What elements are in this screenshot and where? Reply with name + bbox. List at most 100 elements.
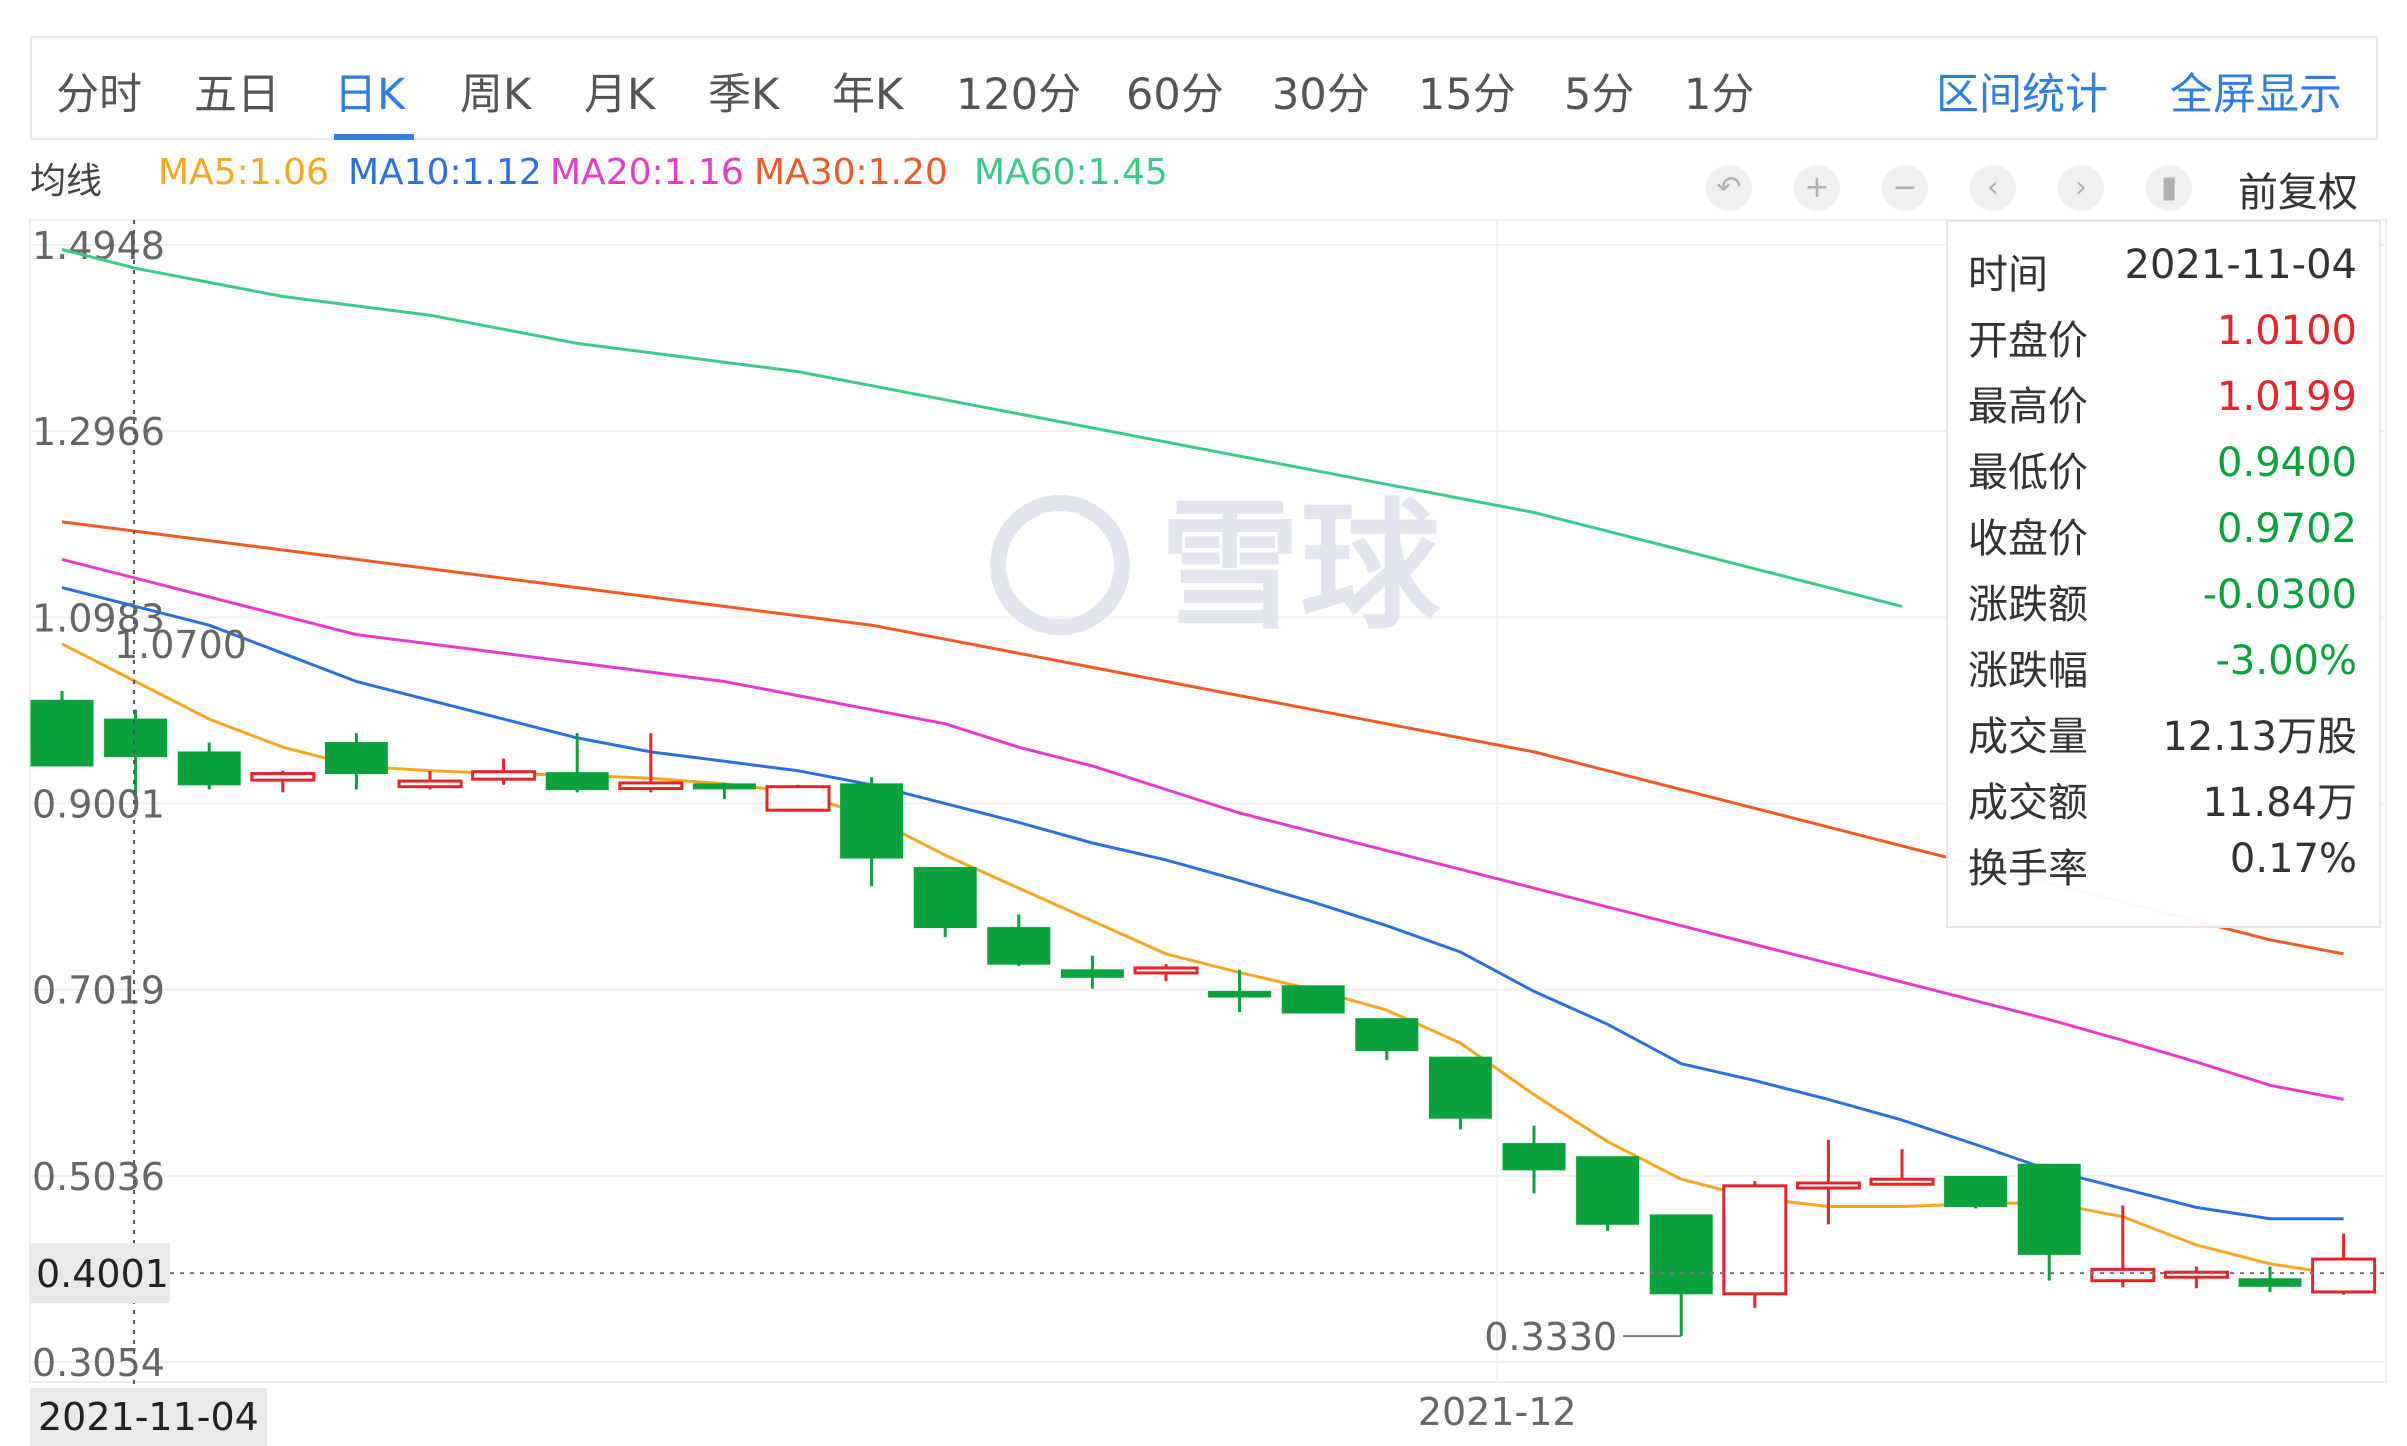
fullscreen-button[interactable]: 全屏显示 bbox=[2170, 70, 2342, 120]
tooltip-value: 1.0199 bbox=[2217, 374, 2357, 420]
candle-body-up bbox=[2311, 1257, 2377, 1294]
tooltip-value: 0.9702 bbox=[2217, 506, 2357, 552]
tab-quarterly-k[interactable]: 季K bbox=[708, 70, 780, 120]
tooltip-value: -0.0300 bbox=[2202, 572, 2357, 618]
tooltip-value: 2021-11-04 bbox=[2124, 242, 2357, 288]
x-tick-label: 2021-12 bbox=[1418, 1390, 1577, 1434]
y-tick-label: 1.0983 bbox=[32, 596, 165, 640]
tooltip-row: 成交额 11.84万 bbox=[1968, 770, 2357, 830]
tooltip-row: 时间 2021-11-04 bbox=[1968, 242, 2357, 302]
candle-body-down bbox=[840, 783, 904, 859]
tooltip-value: 11.84万 bbox=[2202, 780, 2357, 826]
candle-body-up bbox=[1722, 1184, 1788, 1296]
crosshair-date-label: 2021-11-04 bbox=[30, 1388, 267, 1446]
tooltip-key: 最低价 bbox=[1968, 450, 2088, 496]
tooltip-key: 最高价 bbox=[1968, 384, 2088, 430]
watermark-logo-icon bbox=[990, 495, 1130, 635]
low-price-annotation: 0.3330 bbox=[1484, 1315, 1617, 1359]
y-tick-label: 0.9001 bbox=[32, 783, 165, 827]
tab-daily-k[interactable]: 日K bbox=[334, 70, 406, 120]
ma-line-ma60 bbox=[61, 248, 1903, 608]
ma10-value: MA10:1.12 bbox=[348, 152, 542, 193]
candle-body-down bbox=[324, 742, 388, 775]
candle-body-up bbox=[250, 772, 316, 782]
tab-60min[interactable]: 60分 bbox=[1126, 70, 1224, 120]
candle-body-up bbox=[1869, 1177, 1935, 1186]
tab-intraday[interactable]: 分时 bbox=[56, 70, 142, 120]
tab-30min[interactable]: 30分 bbox=[1272, 70, 1370, 120]
tooltip-row: 涨跌幅 -3.00% bbox=[1968, 638, 2357, 698]
current-price-tag bbox=[30, 1243, 170, 1304]
candle-body-down bbox=[1355, 1018, 1419, 1052]
tooltip-value: 0.17% bbox=[2229, 836, 2357, 882]
tab-120min[interactable]: 120分 bbox=[956, 70, 1082, 120]
tab-five-day[interactable]: 五日 bbox=[194, 70, 280, 120]
watermark-text: 雪球 bbox=[1160, 486, 1441, 649]
tooltip-row: 最高价 1.0199 bbox=[1968, 374, 2357, 434]
candle-body-down bbox=[545, 772, 609, 791]
ma60-value: MA60:1.45 bbox=[974, 152, 1168, 193]
price-adjust-toggle[interactable]: 前复权 bbox=[2238, 170, 2358, 216]
tooltip-key: 涨跌幅 bbox=[1968, 648, 2088, 694]
tooltip-row: 最低价 0.9400 bbox=[1968, 440, 2357, 500]
ma20-value: MA20:1.16 bbox=[550, 152, 744, 193]
ma-legend-title: 均线 bbox=[30, 161, 103, 202]
tooltip-key: 收盘价 bbox=[1968, 516, 2088, 562]
candle-body-down bbox=[177, 751, 241, 786]
y-tick-label: 0.3054 bbox=[32, 1341, 165, 1385]
tooltip-key: 涨跌额 bbox=[1968, 582, 2088, 628]
y-tick-label: 0.5036 bbox=[32, 1155, 165, 1199]
candle-body-down bbox=[1428, 1056, 1492, 1119]
tooltip-key: 开盘价 bbox=[1968, 318, 2088, 364]
tooltip-row: 成交量 12.13万股 bbox=[1968, 704, 2357, 764]
candle-body-down bbox=[104, 718, 168, 758]
candle-body-up bbox=[2163, 1270, 2229, 1279]
current-price-label: 0.4001 bbox=[36, 1252, 169, 1296]
tooltip-row: 开盘价 1.0100 bbox=[1968, 308, 2357, 368]
tab-5min[interactable]: 5分 bbox=[1564, 70, 1635, 120]
interval-stats-button[interactable]: 区间统计 bbox=[1936, 70, 2108, 120]
tab-weekly-k[interactable]: 周K bbox=[460, 70, 532, 120]
candle-body-down bbox=[913, 866, 977, 929]
candle-body-down bbox=[1208, 990, 1272, 998]
plot-frame bbox=[29, 219, 2387, 1383]
candle-body-up bbox=[765, 785, 831, 812]
tooltip-key: 时间 bbox=[1968, 252, 2048, 298]
high-price-annotation: 1.0700 bbox=[114, 623, 247, 667]
candle-body-up bbox=[618, 781, 684, 791]
active-tab-underline bbox=[334, 134, 414, 140]
battery-icon[interactable]: ▮ bbox=[2146, 165, 2192, 211]
tab-monthly-k[interactable]: 月K bbox=[584, 70, 656, 120]
candle-body-down bbox=[1060, 969, 1124, 978]
zoom-in-icon[interactable]: + bbox=[1794, 165, 1840, 211]
candle-body-up bbox=[1795, 1181, 1861, 1190]
candle-body-down bbox=[1576, 1156, 1640, 1225]
candle-body-down bbox=[1944, 1175, 2008, 1207]
tab-yearly-k[interactable]: 年K bbox=[832, 70, 904, 120]
undo-icon[interactable]: ↶ bbox=[1706, 165, 1752, 211]
candle-body-up bbox=[1133, 966, 1199, 975]
tooltip-row: 换手率 0.17% bbox=[1968, 836, 2357, 896]
tooltip-value: -3.00% bbox=[2215, 638, 2357, 684]
candle-body-down bbox=[987, 927, 1051, 965]
ma-line-ma10 bbox=[61, 586, 2344, 1221]
tooltip-key: 成交量 bbox=[1968, 714, 2088, 760]
zoom-out-icon[interactable]: − bbox=[1882, 165, 1928, 211]
y-tick-label: 0.7019 bbox=[32, 969, 165, 1013]
candle-body-down bbox=[1502, 1143, 1566, 1171]
candle-body-down bbox=[2238, 1278, 2302, 1287]
candle-body-down bbox=[692, 783, 756, 790]
candle-body-up bbox=[471, 770, 537, 781]
tooltip-row: 涨跌额 -0.0300 bbox=[1968, 572, 2357, 632]
candle-body-down bbox=[2017, 1163, 2081, 1255]
prev-icon[interactable]: ‹ bbox=[1970, 165, 2016, 211]
crosshair-tooltip: 时间 2021-11-04 开盘价 1.0100 最高价 1.0199 最低价 0.9400 收… bbox=[1946, 220, 2381, 928]
tab-1min[interactable]: 1分 bbox=[1684, 70, 1755, 120]
next-icon[interactable]: › bbox=[2058, 165, 2104, 211]
candle-body-up bbox=[2090, 1267, 2156, 1283]
tab-15min[interactable]: 15分 bbox=[1418, 70, 1516, 120]
period-tab-bar: 分时 五日 日K 周K 月K 季K 年K 120分 60分 30分 15分 5分… bbox=[30, 36, 2378, 140]
tooltip-row: 收盘价 0.9702 bbox=[1968, 506, 2357, 566]
y-tick-label: 1.4948 bbox=[32, 224, 165, 268]
